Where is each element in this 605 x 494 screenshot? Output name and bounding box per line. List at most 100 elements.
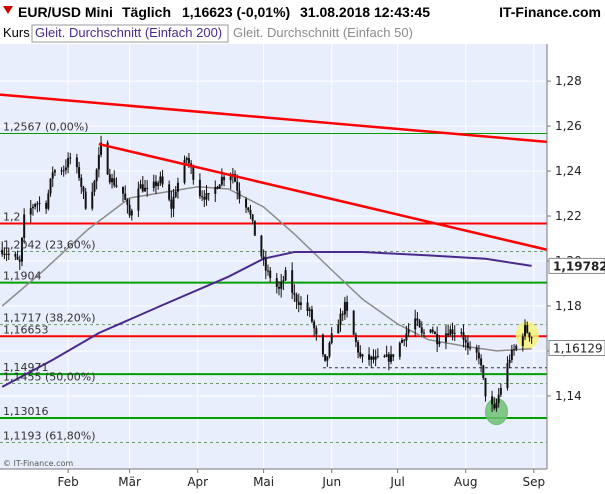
candle-body xyxy=(236,181,239,191)
level-label-1-1717: 1,1717 (38,20%) xyxy=(3,312,96,325)
candle-body xyxy=(374,356,377,360)
candle-body xyxy=(475,347,478,353)
candle-body xyxy=(275,278,278,287)
candle-body xyxy=(416,318,419,321)
candle-body xyxy=(310,309,313,322)
upper-trendline xyxy=(0,93,548,144)
candle-body xyxy=(143,187,146,192)
candle-body xyxy=(3,253,6,255)
candle-body xyxy=(108,174,111,183)
candle-body xyxy=(36,203,39,205)
header: EUR/USD Mini Täglich 1,16623 (-0,01%) 31… xyxy=(0,0,605,24)
candle-body xyxy=(137,188,140,211)
downtrend-line xyxy=(98,142,548,251)
candle-body xyxy=(234,173,237,182)
candle-body xyxy=(436,333,439,345)
candle-body xyxy=(499,387,502,395)
candle-body xyxy=(528,332,531,338)
candle-body xyxy=(23,214,26,238)
candle-body xyxy=(187,158,190,164)
candle-body xyxy=(521,336,524,346)
candle-body xyxy=(390,354,393,362)
candle-body xyxy=(185,158,188,160)
y-tick-label: 1,22 xyxy=(555,209,582,223)
candle-body xyxy=(93,181,96,192)
x-tick-label: Mai xyxy=(253,475,274,489)
candle-body xyxy=(438,341,441,345)
candle-body xyxy=(383,355,386,357)
candle-body xyxy=(60,170,63,172)
candle-body xyxy=(482,365,485,378)
y-tick-label: 1,18 xyxy=(555,299,582,313)
candle-body xyxy=(313,321,316,329)
candle-body xyxy=(38,202,41,204)
candle-body xyxy=(493,404,496,409)
candle-body xyxy=(34,204,37,207)
candle-body xyxy=(249,209,252,215)
candle-body xyxy=(16,256,19,260)
candle-body xyxy=(352,310,355,335)
ma50-line xyxy=(1,186,532,352)
candle-body xyxy=(429,329,432,333)
y-axis-area xyxy=(547,44,605,469)
candle-body xyxy=(420,327,423,334)
price-tag-ma200: 1,19782 xyxy=(548,257,605,274)
candle-body xyxy=(223,176,226,181)
level-label-1-2042: 1,2042 (23,60%) xyxy=(3,239,96,252)
datetime-label: 31.08.2018 12:43:45 xyxy=(300,4,430,20)
candle-body xyxy=(260,235,263,257)
candle-body xyxy=(477,352,480,359)
candle-body xyxy=(326,356,329,361)
x-tick-label: Apr xyxy=(187,475,208,489)
candle-body xyxy=(484,377,487,397)
current-price-tag: 1,16129 xyxy=(553,342,603,356)
candle-body xyxy=(392,354,395,357)
candle-body xyxy=(405,333,408,341)
candle-body xyxy=(324,354,327,361)
x-tick-label: Sep xyxy=(523,475,546,489)
candle-body xyxy=(203,197,206,200)
y-tick-label: 1,28 xyxy=(555,74,582,88)
candle-body xyxy=(205,193,208,200)
candle-body xyxy=(141,184,144,192)
candle-body xyxy=(444,333,447,342)
candle-body xyxy=(372,356,375,360)
candle-body xyxy=(462,332,465,340)
candle-body xyxy=(297,301,300,306)
candle-body xyxy=(14,253,17,257)
candle-body xyxy=(453,332,456,334)
x-axis-area xyxy=(0,469,605,494)
trendlines xyxy=(0,93,548,251)
candle-body xyxy=(357,341,360,353)
grid xyxy=(0,44,547,469)
candle-body xyxy=(49,178,52,194)
candle-body xyxy=(97,154,100,170)
candle-body xyxy=(106,142,109,175)
candle-body xyxy=(157,182,160,187)
candle-body xyxy=(247,207,250,210)
level-label-1-14971: 1,14971 xyxy=(3,361,49,374)
legend-ma200: Gleit. Durchschnitt (Einfach 200) xyxy=(35,25,222,40)
candle-body xyxy=(18,259,21,262)
legend: Kurs Gleit. Durchschnitt (Einfach 200) G… xyxy=(3,24,413,43)
level-label-1-1455: 1,1455 (50,00%) xyxy=(3,371,96,384)
candle-body xyxy=(100,142,103,155)
candle-body xyxy=(31,206,34,209)
x-tick-label: Jul xyxy=(389,475,404,489)
level-label-1-1193: 1,1193 (61,80%) xyxy=(3,430,96,443)
candle-body xyxy=(299,302,302,306)
candle-body xyxy=(464,339,467,343)
level-label-1-1904: 1,1904 xyxy=(3,270,42,283)
level-label-1-2: 1,2 xyxy=(3,210,21,223)
candle-body xyxy=(139,184,142,189)
candle-body xyxy=(524,325,527,337)
price-tag-current: 1,16129 xyxy=(548,340,605,356)
legend-kurs: Kurs xyxy=(3,25,30,40)
candle-body xyxy=(264,258,267,271)
x-tick-label: Mär xyxy=(118,475,141,489)
candle-body xyxy=(198,179,201,197)
candle-body xyxy=(401,339,404,343)
candle-body xyxy=(515,345,518,350)
candle-body xyxy=(130,210,133,216)
candle-body xyxy=(495,402,498,409)
